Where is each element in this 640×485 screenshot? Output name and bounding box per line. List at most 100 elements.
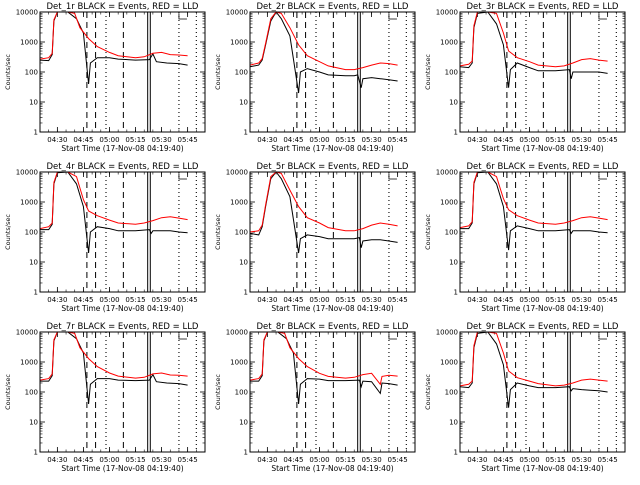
y-tick-label: 10000 [436, 169, 458, 177]
y-tick-label: 1000 [440, 39, 458, 47]
y-tick-label: 1 [244, 129, 248, 137]
x-tick-label: 05:15 [335, 136, 355, 144]
panel-title: Det_6r BLACK = Events, RED = LLD [467, 162, 619, 172]
y-tick-label: 1 [454, 129, 458, 137]
y-tick-label: 100 [445, 389, 458, 397]
panel-title: Det_7r BLACK = Events, RED = LLD [47, 322, 199, 332]
interval-bracket [178, 14, 187, 20]
y-tick-label: 1 [454, 449, 458, 457]
x-tick-label: 04:30 [257, 136, 277, 144]
plot-frame [459, 331, 626, 453]
lld-series-line [249, 331, 398, 386]
y-tick-label: 1000 [440, 199, 458, 207]
x-tick-label: 04:30 [467, 456, 487, 464]
plot-frame [39, 171, 206, 293]
x-tick-label: 05:15 [545, 296, 565, 304]
interval-bracket [178, 174, 187, 180]
y-tick-label: 10 [239, 99, 248, 107]
x-tick-label: 05:45 [388, 136, 408, 144]
y-tick-label: 1000 [20, 359, 38, 367]
y-tick-label: 1 [244, 449, 248, 457]
detector-panel: Det_4r BLACK = Events, RED = LLD 1 10 100 10… [4, 162, 206, 313]
x-tick-label: 05:45 [598, 456, 618, 464]
x-tick-label: 05:45 [598, 296, 618, 304]
y-tick-label: 1000 [20, 199, 38, 207]
x-tick-label: 05:00 [99, 456, 119, 464]
plot-frame [249, 331, 416, 453]
y-tick-label: 1000 [20, 39, 38, 47]
x-tick-label: 05:00 [519, 456, 539, 464]
y-tick-label: 1000 [230, 359, 248, 367]
panel-title: Det_2r BLACK = Events, RED = LLD [257, 2, 409, 12]
x-tick-label: 05:30 [571, 296, 591, 304]
x-axis-label: Start Time (17-Nov-08 04:19:40) [271, 144, 393, 153]
detector-panel: Det_7r BLACK = Events, RED = LLD 1 10 100 10… [4, 322, 206, 473]
y-tick-label: 1 [34, 449, 38, 457]
plot-frame [459, 11, 626, 133]
x-tick-label: 05:15 [545, 136, 565, 144]
x-tick-label: 05:30 [151, 296, 171, 304]
events-series-line [249, 171, 398, 254]
y-tick-label: 10000 [436, 329, 458, 337]
interval-bracket [598, 174, 607, 180]
x-tick-label: 04:30 [257, 456, 277, 464]
x-tick-label: 05:00 [519, 136, 539, 144]
plot-frame [249, 171, 416, 293]
y-tick-label: 100 [235, 69, 248, 77]
y-axis-label: Counts/sec [214, 214, 222, 250]
y-tick-label: 10 [239, 259, 248, 267]
lld-series-line [39, 331, 188, 381]
panel-title: Det_1r BLACK = Events, RED = LLD [47, 2, 199, 12]
y-axis-label: Counts/sec [424, 214, 432, 250]
detector-panel: Det_5r BLACK = Events, RED = LLD 1 10 100 10… [214, 162, 416, 313]
detector-panel: Det_9r BLACK = Events, RED = LLD 1 10 100 10… [424, 322, 626, 473]
x-tick-label: 04:45 [283, 136, 303, 144]
y-tick-label: 100 [235, 389, 248, 397]
y-tick-label: 10000 [16, 169, 38, 177]
y-tick-label: 1000 [230, 199, 248, 207]
events-series-line [40, 171, 188, 254]
y-tick-label: 100 [445, 229, 458, 237]
interval-bracket [388, 334, 397, 340]
events-series-line [460, 171, 608, 251]
detector-panel: Det_8r BLACK = Events, RED = LLD 1 10 100 10… [214, 322, 416, 473]
y-axis-label: Counts/sec [214, 374, 222, 410]
x-tick-label: 04:45 [493, 136, 513, 144]
y-tick-label: 1 [454, 289, 458, 297]
y-tick-label: 1 [34, 129, 38, 137]
events-series-line [39, 11, 188, 84]
y-tick-label: 10 [29, 419, 38, 427]
y-tick-label: 10000 [226, 169, 248, 177]
y-tick-label: 1000 [440, 359, 458, 367]
x-tick-label: 05:15 [545, 456, 565, 464]
y-tick-label: 10000 [226, 9, 248, 17]
y-tick-label: 1 [244, 289, 248, 297]
interval-bracket [178, 334, 187, 340]
plot-frame [249, 11, 416, 133]
panel-title: Det_4r BLACK = Events, RED = LLD [47, 162, 199, 172]
x-tick-label: 05:30 [151, 456, 171, 464]
y-axis-label: Counts/sec [424, 54, 432, 90]
x-tick-label: 04:45 [283, 296, 303, 304]
y-tick-label: 100 [25, 229, 38, 237]
detector-panel: Det_2r BLACK = Events, RED = LLD 1 10 100 10… [214, 2, 416, 153]
interval-bracket [388, 14, 397, 20]
y-axis-label: Counts/sec [4, 374, 12, 410]
x-axis-label: Start Time (17-Nov-08 04:19:40) [61, 464, 183, 473]
x-axis-label: Start Time (17-Nov-08 04:19:40) [271, 304, 393, 313]
panel-title: Det_5r BLACK = Events, RED = LLD [257, 162, 409, 172]
x-tick-label: 04:45 [73, 456, 93, 464]
events-series-line [40, 331, 188, 404]
detector-panel: Det_6r BLACK = Events, RED = LLD 1 10 100 10… [424, 162, 626, 313]
x-tick-label: 05:45 [178, 296, 198, 304]
x-tick-label: 04:30 [467, 296, 487, 304]
plot-frame [459, 171, 626, 293]
x-tick-label: 04:30 [257, 296, 277, 304]
x-tick-label: 04:30 [467, 136, 487, 144]
y-tick-label: 100 [25, 69, 38, 77]
y-tick-label: 10000 [16, 9, 38, 17]
x-tick-label: 05:45 [178, 456, 198, 464]
y-tick-label: 10 [239, 419, 248, 427]
